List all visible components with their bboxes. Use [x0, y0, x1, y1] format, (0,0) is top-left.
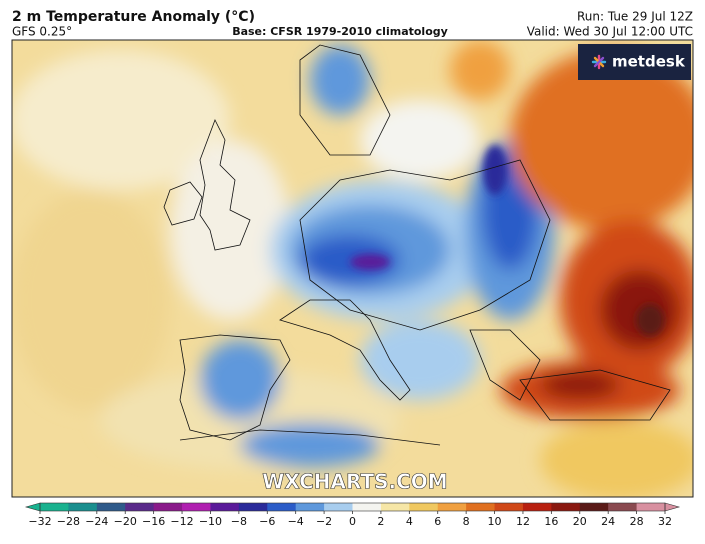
model: GFS 0.25° — [12, 25, 72, 39]
colorbar-segment — [40, 503, 69, 511]
colorbar-segment — [68, 503, 98, 511]
colorbar-segment — [96, 503, 126, 511]
colorbar-tick-label: 8 — [463, 515, 470, 528]
colorbar-tick-label: −8 — [231, 515, 247, 528]
colorbar-segment — [608, 503, 638, 511]
logo-icon — [591, 54, 607, 70]
colorbar-tick-label: −6 — [259, 515, 275, 528]
colorbar-arrow-left — [24, 502, 41, 512]
colorbar-tick-label: −28 — [57, 515, 80, 528]
colorbar-tick-label: −32 — [28, 515, 51, 528]
valid: Valid: Wed 30 Jul 12:00 UTC — [527, 25, 693, 39]
colorbar: −32 −28 −24 −20 −16 −12 −10 −8 −6 −4 −2 0 2 4 6 8 10 12 16… — [24, 502, 681, 528]
colorbar-segment — [125, 503, 155, 511]
colorbar-tick-label: 24 — [601, 515, 615, 528]
anomaly-cores — [350, 145, 664, 336]
colorbar-segment — [437, 503, 467, 511]
colorbar-arrow-right — [664, 502, 681, 512]
map-frame — [11, 39, 694, 498]
logo: metdesk — [612, 53, 686, 71]
colorbar-segment — [380, 503, 410, 511]
colorbar-tick-label: −12 — [170, 515, 193, 528]
colorbar-tick-label: −4 — [288, 515, 304, 528]
colorbar-tick-label: −10 — [199, 515, 222, 528]
watermark: WXCHARTS.COM — [262, 470, 447, 494]
colorbar-tick-label: 0 — [349, 515, 356, 528]
colorbar-tick-label: 28 — [630, 515, 644, 528]
colorbar-segment — [267, 503, 297, 511]
anomaly-field — [12, 40, 693, 497]
colorbar-segment — [352, 503, 382, 511]
colorbar-tick-label: 32 — [658, 515, 672, 528]
colorbar-segment — [551, 503, 581, 511]
colorbar-tick-label: 4 — [406, 515, 413, 528]
title: 2 m Temperature Anomaly (°C) — [12, 9, 255, 25]
colorbar-tick-label: 20 — [573, 515, 587, 528]
map: WXCHARTS.COM — [12, 40, 693, 497]
coastlines — [163, 44, 671, 446]
colorbar-segment — [579, 503, 609, 511]
colorbar-segment — [210, 503, 240, 511]
colorbar-segment — [324, 503, 353, 511]
colorbar-tick-label: −20 — [114, 515, 137, 528]
colorbar-tick-label: 6 — [434, 515, 441, 528]
colorbar-tick-label: 12 — [516, 515, 530, 528]
colorbar-segment — [295, 503, 325, 511]
colorbar-tick-label: 16 — [544, 515, 558, 528]
colorbar-tick-label: −24 — [85, 515, 108, 528]
colorbar-segment — [153, 503, 183, 511]
colorbar-tick-label: 10 — [488, 515, 502, 528]
colorbar-segment — [522, 503, 552, 511]
colorbar-segment — [182, 503, 211, 511]
colorbar-tick-label: 2 — [377, 515, 384, 528]
colorbar-segment — [494, 503, 524, 511]
base: Base: CFSR 1979-2010 climatology — [232, 25, 448, 38]
colorbar-tick-label: −16 — [142, 515, 165, 528]
colorbar-segment — [409, 503, 439, 511]
colorbar-segment — [636, 503, 666, 511]
colorbar-tick-label: −2 — [316, 515, 332, 528]
colorbar-segment — [466, 503, 496, 511]
run: Run: Tue 29 Jul 12Z — [577, 10, 693, 24]
colorbar-segment — [238, 503, 268, 511]
